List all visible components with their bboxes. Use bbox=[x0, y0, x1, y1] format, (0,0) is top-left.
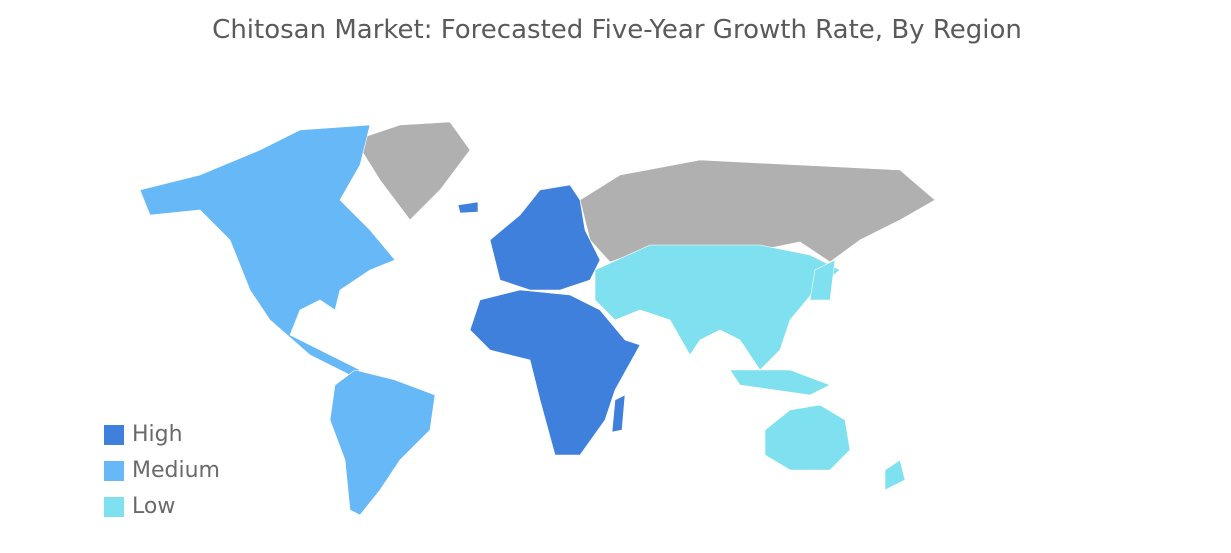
madagascar bbox=[611, 394, 626, 433]
new-zealand bbox=[884, 459, 906, 491]
legend-label: Medium bbox=[132, 458, 220, 483]
legend: High Medium Low bbox=[104, 422, 220, 519]
europe bbox=[489, 184, 601, 291]
legend-swatch bbox=[104, 497, 124, 517]
legend-swatch bbox=[104, 425, 124, 445]
iceland bbox=[457, 201, 479, 214]
legend-swatch bbox=[104, 461, 124, 481]
japan bbox=[809, 259, 836, 301]
world-map bbox=[139, 121, 936, 516]
africa bbox=[469, 289, 641, 456]
southeast-asia bbox=[729, 369, 831, 396]
south-america bbox=[329, 369, 436, 516]
map-title: Chitosan Market: Forecasted Five-Year Gr… bbox=[212, 15, 1022, 45]
greenland bbox=[354, 121, 471, 221]
north-america bbox=[139, 124, 396, 376]
australia bbox=[764, 404, 851, 471]
legend-label: High bbox=[132, 422, 183, 447]
legend-label: Low bbox=[132, 494, 175, 519]
asia bbox=[594, 244, 841, 371]
